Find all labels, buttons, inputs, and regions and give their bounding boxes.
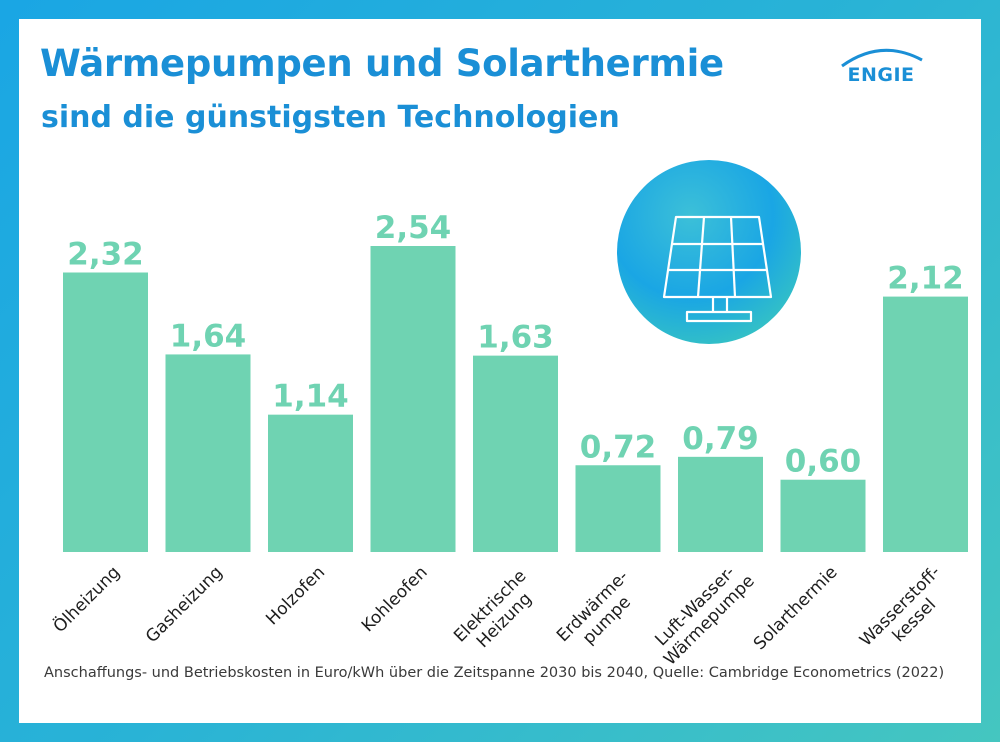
value-label: 0,79 bbox=[682, 421, 759, 457]
bar bbox=[370, 246, 456, 552]
chart-subtitle: sind die günstigsten Technologien bbox=[41, 100, 620, 135]
category-label: Solarthermie bbox=[750, 562, 842, 654]
category-label: Ölheizung bbox=[48, 561, 124, 637]
value-label: 0,60 bbox=[785, 444, 862, 480]
solar-panel-icon bbox=[617, 160, 801, 344]
category-label: Erdwärme-pumpe bbox=[553, 567, 647, 661]
category-label: Wasserstoff-kessel bbox=[856, 562, 959, 665]
value-label: 2,32 bbox=[67, 237, 144, 273]
engie-logo-text: ENGIE bbox=[847, 64, 914, 86]
value-label: 1,64 bbox=[170, 318, 247, 354]
category-label: Gasheizung bbox=[142, 562, 227, 647]
category-label: Luft-Wasser-Wärmepumpe bbox=[646, 557, 759, 670]
chart-title: Wärmepumpen und Solarthermie bbox=[40, 42, 724, 85]
engie-logo-arc bbox=[841, 48, 923, 68]
value-label: 2,12 bbox=[887, 261, 964, 297]
bar bbox=[63, 272, 148, 552]
engie-logo: ENGIE bbox=[841, 48, 923, 86]
bar bbox=[165, 354, 251, 552]
value-label: 2,54 bbox=[375, 210, 452, 246]
value-label: 0,72 bbox=[580, 429, 657, 465]
bar bbox=[268, 414, 353, 552]
bar bbox=[678, 456, 763, 552]
category-label: Holzofen bbox=[262, 562, 329, 629]
bar bbox=[780, 479, 866, 552]
bar bbox=[473, 355, 558, 552]
category-label: ElektrischeHeizung bbox=[450, 566, 544, 660]
category-label: Kohleofen bbox=[358, 562, 432, 636]
bar bbox=[575, 465, 661, 552]
source-note: Anschaffungs- und Betriebskosten in Euro… bbox=[44, 665, 945, 681]
solar-panel-badge bbox=[609, 152, 809, 352]
bar bbox=[883, 296, 968, 552]
value-label: 1,63 bbox=[477, 320, 554, 356]
value-label: 1,14 bbox=[272, 379, 349, 415]
